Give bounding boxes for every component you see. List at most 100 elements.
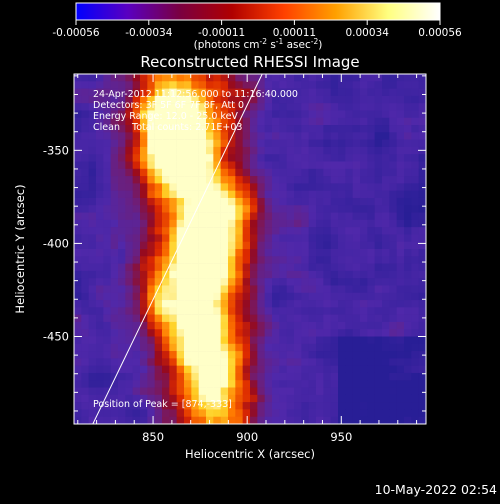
image-pixel [286, 402, 295, 410]
image-pixel [132, 256, 141, 264]
image-pixel [132, 300, 141, 308]
image-pixel [389, 307, 397, 315]
image-pixel [382, 300, 390, 308]
image-pixel [257, 212, 265, 221]
image-pixel [125, 394, 133, 403]
image-pixel [374, 117, 383, 126]
image-pixel [103, 139, 111, 148]
image-pixel [235, 95, 243, 104]
image-pixel [411, 190, 419, 199]
image-pixel [81, 88, 89, 97]
image-pixel [103, 329, 111, 337]
image-pixel [294, 409, 302, 418]
image-pixel [110, 336, 119, 345]
image-pixel [242, 307, 251, 315]
image-pixel [176, 278, 185, 286]
image-pixel [367, 336, 375, 345]
image-pixel [396, 190, 405, 199]
image-pixel [316, 74, 324, 82]
image-pixel [132, 103, 141, 111]
image-pixel [250, 139, 258, 148]
image-pixel [220, 263, 229, 272]
colorbar-tick-label: 0.00056 [418, 27, 462, 39]
image-pixel [323, 256, 331, 264]
image-pixel [316, 292, 324, 301]
image-pixel [374, 197, 383, 206]
image-pixel [250, 219, 258, 228]
image-pixel [396, 168, 405, 177]
image-pixel [140, 249, 148, 257]
image-pixel [374, 263, 383, 272]
image-pixel [228, 365, 236, 374]
image-pixel [272, 321, 280, 330]
image-pixel [147, 95, 155, 104]
image-pixel [228, 394, 236, 403]
image-pixel [118, 343, 126, 352]
image-pixel [301, 307, 309, 315]
image-pixel [360, 351, 368, 359]
image-pixel [264, 241, 273, 250]
image-pixel [147, 205, 155, 213]
image-pixel [272, 380, 280, 388]
image-pixel [286, 409, 295, 418]
image-pixel [220, 212, 229, 221]
image-pixel [169, 219, 177, 228]
image-pixel [162, 132, 170, 140]
image-pixel [81, 278, 89, 286]
image-pixel [404, 263, 412, 272]
image-pixel [96, 168, 104, 177]
image-pixel [169, 183, 177, 191]
image-pixel [125, 409, 133, 418]
image-pixel [184, 125, 192, 133]
image-pixel [88, 161, 97, 170]
image-pixel [110, 176, 119, 184]
image-pixel [169, 234, 177, 243]
image-pixel [279, 219, 287, 228]
image-pixel [301, 372, 309, 381]
image-pixel [374, 372, 383, 381]
image-pixel [169, 161, 177, 170]
image-pixel [147, 365, 155, 374]
image-pixel [118, 154, 126, 162]
image-pixel [345, 351, 353, 359]
image-pixel [213, 241, 221, 250]
image-pixel [81, 365, 89, 374]
image-pixel [110, 365, 119, 374]
image-pixel [169, 365, 177, 374]
image-pixel [360, 110, 368, 119]
image-pixel [308, 95, 317, 104]
image-pixel [330, 321, 339, 330]
image-pixel [418, 212, 426, 221]
image-pixel [118, 409, 126, 418]
image-pixel [206, 219, 214, 228]
image-pixel [213, 183, 221, 191]
image-pixel [169, 300, 177, 308]
image-pixel [279, 300, 287, 308]
image-pixel [323, 329, 331, 337]
image-pixel [308, 103, 317, 111]
image-pixel [374, 351, 383, 359]
image-pixel [323, 227, 331, 235]
image-pixel [235, 285, 243, 294]
image-pixel [191, 176, 199, 184]
image-pixel [330, 161, 339, 170]
image-pixel [110, 292, 119, 301]
image-pixel [411, 168, 419, 177]
image-pixel [279, 351, 287, 359]
image-pixel [352, 241, 361, 250]
image-pixel [404, 95, 412, 104]
image-pixel [74, 234, 82, 243]
image-pixel [301, 409, 309, 418]
image-pixel [198, 146, 207, 155]
image-pixel [352, 74, 361, 82]
image-pixel [96, 139, 104, 148]
image-pixel [140, 110, 148, 119]
image-pixel [184, 205, 192, 213]
image-pixel [301, 365, 309, 374]
image-pixel [264, 74, 273, 82]
image-pixel [382, 249, 390, 257]
image-pixel [213, 402, 221, 410]
image-pixel [396, 146, 405, 155]
image-pixel [88, 234, 97, 243]
image-pixel [286, 95, 295, 104]
